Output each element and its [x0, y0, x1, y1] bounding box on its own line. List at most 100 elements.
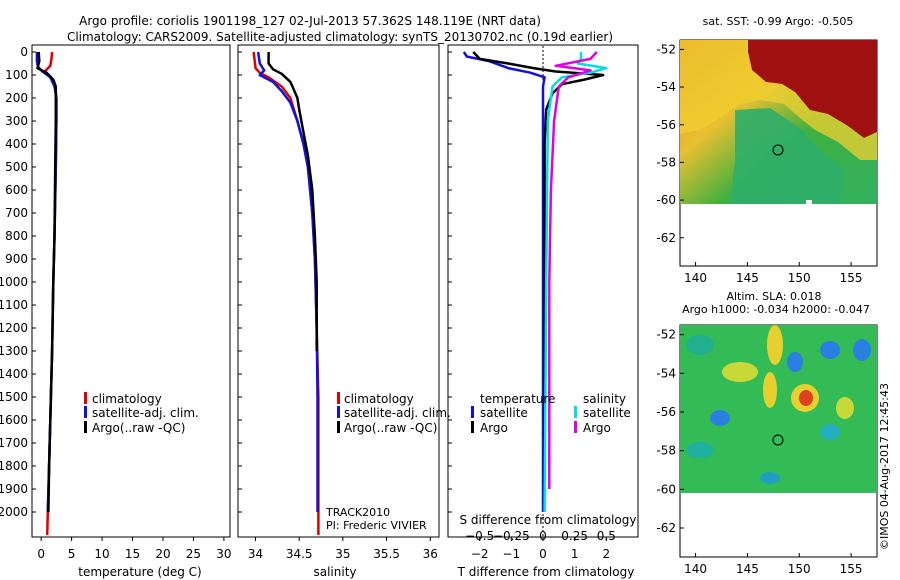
argo-location-marker: [772, 144, 784, 156]
salinity-panel-frame: [237, 44, 440, 538]
map-y-tick-label: -56: [656, 405, 676, 419]
depth-tick-label: 1600: [0, 413, 28, 427]
map-y-tick-label: -58: [656, 444, 676, 458]
sst-ice-gap: [806, 200, 812, 204]
sst-map-title: sat. SST: -0.99 Argo: -0.505: [703, 15, 854, 28]
depth-tick-label: 100: [5, 68, 28, 82]
x-tick-label: −2: [471, 547, 489, 561]
temperature-x-label: temperature (deg C): [78, 565, 201, 579]
difference-s-axis-label: S difference from climatology: [460, 513, 637, 527]
salinity-x-label: salinity: [313, 565, 356, 579]
sla-anomaly: [853, 339, 871, 361]
legend-swatch-argo: [84, 421, 87, 433]
difference-x-label: T difference from climatology: [457, 565, 635, 579]
map-x-tick-label: 140: [684, 271, 707, 285]
x-tick-label: 35: [335, 547, 350, 561]
legend-label-s-satellite: satellite: [583, 406, 631, 420]
legend-swatch-climatology: [337, 392, 340, 404]
legend-label-t-argo: Argo: [480, 421, 508, 435]
depth-tick-label: 1700: [0, 436, 28, 450]
map-x-tick-label: 140: [684, 562, 707, 576]
temperature-legend: climatology satellite-adj. clim. Argo(..…: [84, 392, 199, 435]
map-x-tick-label: 150: [788, 562, 811, 576]
map-x-tick-label: 155: [840, 271, 863, 285]
depth-tick-label: 1400: [0, 367, 28, 381]
figure-title-line1: Argo profile: coriolis 1901198_127 02-Ju…: [79, 14, 541, 28]
depth-tick-label: 1100: [0, 298, 28, 312]
sla-anomaly: [722, 362, 758, 382]
sst-yellow-band: [680, 40, 877, 160]
x-tick-label: 34.5: [286, 547, 313, 561]
x-tick-label: 2: [603, 547, 611, 561]
x-tick-label: 0: [37, 547, 45, 561]
argo-location-marker: [772, 434, 784, 446]
temperature-panel-frame: [31, 44, 231, 538]
x-tick-label: 0: [539, 547, 547, 561]
temperature-plot: 0 5 10 15 20 25 30: [35, 51, 232, 561]
x-tick-label: 10: [94, 547, 109, 561]
series-line: [36, 51, 58, 513]
map-y-tick-label: -56: [656, 118, 676, 132]
series-line: [548, 51, 598, 489]
x-tick-label: 1: [571, 547, 579, 561]
sst-map-axes: 140 145 150 155 -52 -54 -56 -58 -60 -62: [656, 42, 862, 285]
series-line: [252, 51, 320, 535]
salinity-legend: climatology satellite-adj. clim. Argo(..…: [337, 392, 451, 435]
depth-tick-label: 800: [5, 229, 28, 243]
sla-map-title: Altim. SLA: 0.018: [726, 290, 821, 303]
depth-tick-label: 1000: [0, 275, 28, 289]
depth-tick-label: 700: [5, 206, 28, 220]
map-y-tick-label: -58: [656, 155, 676, 169]
map-y-tick-label: -62: [656, 521, 676, 535]
sla-map-subtitle: Argo h1000: -0.034 h2000: -0.047: [682, 303, 870, 316]
series-line: [256, 51, 319, 512]
depth-tick-label: 300: [5, 114, 28, 128]
map-y-tick-label: -54: [656, 366, 676, 380]
difference-legend: temperature salinity satellite Argo sate…: [471, 392, 631, 435]
legend-swatch-satellite: [337, 406, 340, 418]
depth-tick-label: 200: [5, 91, 28, 105]
legend-swatch-s-satellite: [574, 406, 577, 418]
series-line: [267, 52, 318, 351]
sla-anomaly: [820, 341, 840, 359]
x-tick-label: 36: [423, 547, 438, 561]
legend-title-salinity: salinity: [583, 392, 626, 406]
legend-swatch-s-argo: [574, 421, 577, 433]
sst-warm-water: [748, 40, 877, 138]
legend-label-t-satellite: satellite: [480, 406, 528, 420]
x-tick-label: 5: [68, 547, 76, 561]
x-tick-label: 15: [125, 547, 140, 561]
depth-tick-label: 900: [5, 252, 28, 266]
x-tick-label: 34: [248, 547, 263, 561]
map-x-tick-label: 145: [736, 562, 759, 576]
sla-anomaly: [820, 424, 840, 440]
depth-tick-label: 1300: [0, 344, 28, 358]
sla-anomaly: [836, 397, 854, 419]
legend-label-climatology: climatology: [92, 392, 162, 406]
sla-anomaly: [767, 325, 783, 365]
map-y-tick-label: -54: [656, 80, 676, 94]
x-tick-label: −1: [502, 547, 520, 561]
legend-swatch-satellite: [84, 406, 87, 418]
s-tick-label: 0.25: [561, 529, 588, 543]
map-y-tick-label: -60: [656, 482, 676, 496]
sla-anomaly: [686, 442, 714, 458]
depth-tick-label: 400: [5, 137, 28, 151]
sla-anomaly: [710, 410, 730, 426]
legend-swatch-argo: [337, 421, 340, 433]
x-tick-label: 25: [186, 547, 201, 561]
sla-anomaly: [760, 472, 780, 484]
sla-anomaly: [763, 372, 777, 408]
map-y-tick-label: -60: [656, 193, 676, 207]
x-tick-label: 20: [155, 547, 170, 561]
depth-tick-label: 600: [5, 183, 28, 197]
sla-anomaly: [799, 390, 813, 406]
legend-label-argo: Argo(..raw -QC): [344, 421, 437, 435]
depth-tick-label: 1800: [0, 459, 28, 473]
depth-tick-label: 1200: [0, 321, 28, 335]
map-y-tick-label: -62: [656, 231, 676, 245]
imos-stamp: ©IMOS 04-Aug-2017 12:45:43: [878, 383, 891, 550]
series-line: [472, 51, 605, 489]
map-x-tick-label: 150: [788, 271, 811, 285]
